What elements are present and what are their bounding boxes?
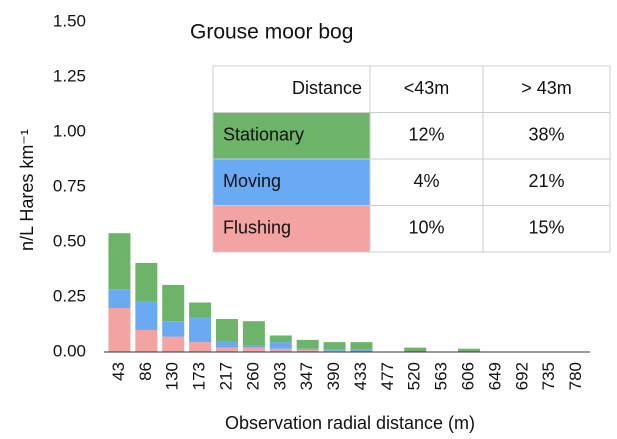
bar-segment: [269, 335, 292, 343]
x-tick-label: 173: [190, 362, 209, 390]
x-tick-label: 477: [378, 362, 397, 390]
bar-segment: [135, 301, 158, 330]
row-label: Moving: [223, 171, 281, 191]
x-tick-label: 433: [351, 362, 370, 390]
table-cell: 15%: [528, 218, 564, 238]
y-tick-label: 0.75: [53, 176, 86, 195]
y-tick-label: 0.25: [53, 286, 86, 305]
bar-segment: [108, 289, 131, 308]
table-cell: 38%: [528, 125, 564, 145]
bar-segment: [296, 349, 319, 352]
bar-segment: [350, 349, 373, 352]
x-tick-label: 692: [512, 362, 531, 390]
y-axis-label: n/L Hares km⁻¹: [17, 129, 37, 251]
bar-segment: [135, 330, 158, 352]
x-tick-label: 390: [324, 362, 343, 390]
bar-segment: [216, 341, 238, 348]
x-tick-label: 606: [458, 362, 477, 390]
bar-segment: [189, 317, 212, 343]
row-label-cell: [213, 112, 370, 159]
bar-segment: [162, 336, 185, 352]
bar-segment: [242, 347, 265, 352]
table-cell: 4%: [413, 171, 439, 191]
x-tick-label: 520: [405, 362, 424, 390]
bar-segment: [216, 319, 238, 341]
table-header: Distance: [292, 78, 362, 98]
bar-segment: [323, 342, 346, 350]
bar-segment: [242, 345, 265, 348]
x-tick-label: 130: [163, 362, 182, 390]
y-tick-label: 0.00: [53, 341, 86, 360]
bar-segment: [323, 349, 346, 351]
table-header: <43m: [404, 78, 450, 98]
x-tick-label: 86: [136, 362, 155, 381]
bar-segment: [108, 233, 131, 290]
bar-segment: [404, 347, 427, 352]
x-tick-label: 260: [243, 362, 262, 390]
bar-segment: [296, 339, 319, 349]
x-tick-label: 347: [297, 362, 316, 390]
x-tick-label: 563: [432, 362, 451, 390]
y-tick-label: 0.50: [53, 231, 86, 250]
table-header: > 43m: [521, 78, 572, 98]
x-tick-label: 649: [485, 362, 504, 390]
bar-segment: [323, 350, 346, 352]
x-tick-label: 43: [109, 362, 128, 381]
bar-segment: [189, 342, 212, 352]
bar-segment: [269, 348, 292, 352]
row-label-cell: [213, 205, 370, 252]
table-cell: 10%: [408, 218, 444, 238]
bar-segment: [108, 308, 131, 352]
table-cell: 12%: [408, 125, 444, 145]
bar-segment: [162, 284, 185, 322]
chart-title: Grouse moor bog: [190, 21, 353, 44]
row-label-cell: [213, 159, 370, 206]
table-cell: 21%: [528, 171, 564, 191]
x-axis-label: Observation radial distance (m): [225, 413, 475, 433]
bar-segment: [162, 321, 185, 337]
x-tick-label: 217: [216, 362, 235, 390]
row-label: Stationary: [223, 125, 304, 145]
bar-segment: [242, 321, 265, 346]
y-tick-label: 1.25: [53, 66, 86, 85]
x-tick-label: 780: [566, 362, 585, 390]
row-label: Flushing: [223, 218, 291, 238]
x-tick-label: 735: [539, 362, 558, 390]
bar-segment: [350, 342, 373, 350]
x-tick-label: 303: [270, 362, 289, 390]
y-tick-label: 1.00: [53, 121, 86, 140]
bar-segment: [189, 302, 212, 318]
bar-segment: [269, 342, 292, 349]
y-tick-label: 1.50: [53, 11, 86, 30]
bar-segment: [135, 262, 158, 302]
bar-segment: [216, 347, 238, 352]
bar-segment: [458, 348, 480, 352]
bar-segment: [296, 348, 319, 350]
